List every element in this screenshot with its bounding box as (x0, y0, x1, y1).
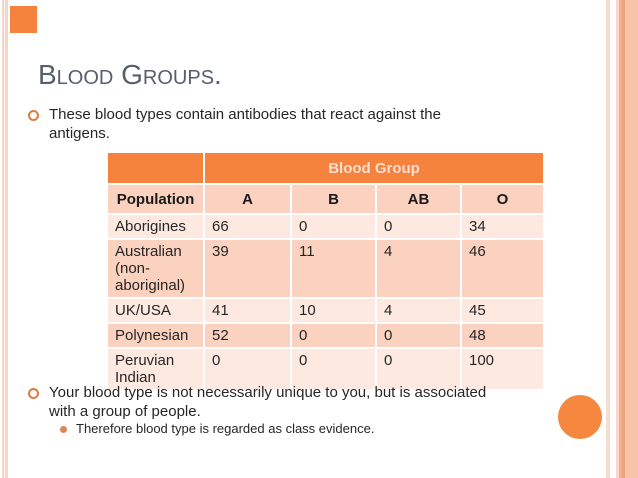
table-corner-cell (108, 153, 203, 183)
table-row: Australian (non-aboriginal) 39 11 4 46 (108, 240, 544, 297)
slide-title: Blood Groups. (38, 59, 222, 90)
table-row: UK/USA 41 10 4 45 (108, 299, 544, 322)
column-header-population: Population (108, 185, 203, 213)
cell-a: 0 (205, 349, 290, 389)
column-header-b: B (292, 185, 375, 213)
cell-a: 41 (205, 299, 290, 322)
sub-bullet-dot-icon (60, 426, 67, 433)
cell-a: 66 (205, 215, 290, 238)
bullet-ring-icon (28, 388, 39, 399)
cell-a: 39 (205, 240, 290, 297)
bullet-text: Your blood type is not necessarily uniqu… (49, 384, 487, 420)
cell-o: 100 (462, 349, 544, 389)
cell-b: 11 (292, 240, 375, 297)
table-group-header-row: Blood Group (108, 153, 544, 183)
cell-o: 46 (462, 240, 544, 297)
bullet-text: These blood types contain antibodies tha… (49, 106, 441, 142)
cell-b: 10 (292, 299, 375, 322)
cell-population: Aborigines (108, 215, 203, 238)
column-header-a: A (205, 185, 290, 213)
cell-a: 52 (205, 324, 290, 347)
bullet-item-blood-type-group: Your blood type is not necessarily uniqu… (28, 383, 494, 421)
cell-population: Polynesian (108, 324, 203, 347)
table-row: Polynesian 52 0 0 48 (108, 324, 544, 347)
cell-b: 0 (292, 324, 375, 347)
cell-b: 0 (292, 349, 375, 389)
table-group-header: Blood Group (205, 153, 544, 183)
cell-o: 48 (462, 324, 544, 347)
cell-o: 45 (462, 299, 544, 322)
cell-ab: 4 (377, 299, 460, 322)
table-row: Aborigines 66 0 0 34 (108, 215, 544, 238)
right-edge-stripes (606, 0, 638, 478)
cell-o: 34 (462, 215, 544, 238)
cell-population: Peruvian Indian (108, 349, 203, 389)
orange-accent-circle (558, 395, 602, 439)
bullet-item-antibodies: These blood types contain antibodies tha… (28, 105, 494, 143)
cell-b: 0 (292, 215, 375, 238)
table-column-header-row: Population A B AB O (108, 185, 544, 213)
cell-population: Australian (non-aboriginal) (108, 240, 203, 297)
left-edge-stripe (2, 0, 8, 478)
cell-ab: 0 (377, 215, 460, 238)
column-header-ab: AB (377, 185, 460, 213)
cell-ab: 0 (377, 324, 460, 347)
bullet-ring-icon (28, 110, 39, 121)
sub-bullet-class-evidence: Therefore blood type is regarded as clas… (60, 421, 506, 437)
cell-ab: 0 (377, 349, 460, 389)
orange-corner-square (10, 6, 37, 33)
table-row: Peruvian Indian 0 0 0 100 (108, 349, 544, 389)
column-header-o: O (462, 185, 544, 213)
cell-population: UK/USA (108, 299, 203, 322)
blood-group-table: Blood Group Population A B AB O Aborigin… (106, 151, 545, 391)
sub-bullet-text: Therefore blood type is regarded as clas… (76, 421, 375, 436)
cell-ab: 4 (377, 240, 460, 297)
